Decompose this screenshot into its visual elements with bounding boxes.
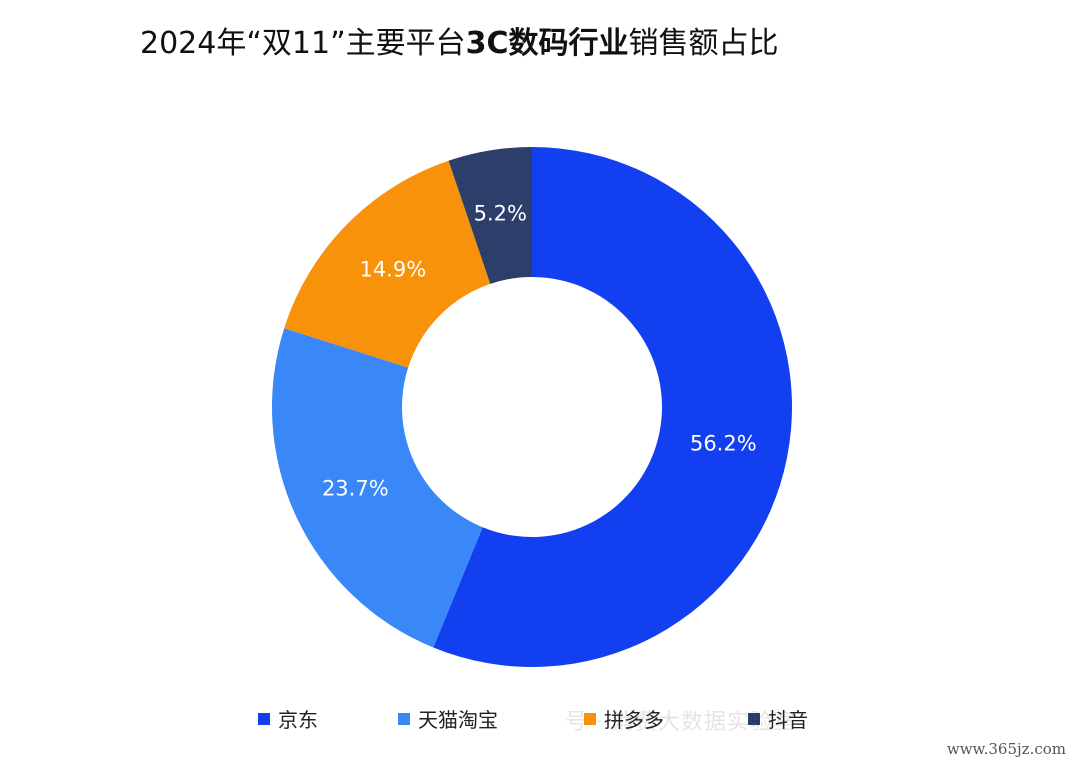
slice-douyin bbox=[448, 147, 532, 284]
legend-swatch-douyin bbox=[748, 712, 760, 725]
data-label-pdd: 14.9% bbox=[359, 257, 426, 281]
legend-label-douyin: 抖音 bbox=[768, 708, 808, 732]
legend-item-pdd: 拼多多 bbox=[584, 704, 664, 733]
slice-pdd bbox=[284, 160, 491, 368]
legend-label-pdd: 拼多多 bbox=[604, 708, 664, 732]
legend-label-jd: 京东 bbox=[278, 708, 318, 732]
legend: 京东 天猫淘宝 拼多多 抖音 bbox=[0, 704, 1080, 734]
chart-title: 2024年“双11”主要平台3C数码行业销售额占比 bbox=[140, 18, 779, 62]
data-label-tmall: 23.7% bbox=[322, 476, 389, 500]
legend-item-jd: 京东 bbox=[258, 704, 318, 733]
source-url: www.365jz.com bbox=[946, 740, 1066, 758]
legend-label-tmall: 天猫淘宝 bbox=[418, 708, 498, 732]
title-part1: 2024年“双11”主要平台 bbox=[140, 26, 466, 61]
data-label-jd: 56.2% bbox=[690, 432, 757, 456]
legend-item-douyin: 抖音 bbox=[748, 704, 808, 733]
legend-swatch-jd bbox=[258, 712, 270, 725]
data-label-douyin: 5.2% bbox=[474, 202, 527, 226]
legend-swatch-tmall bbox=[398, 712, 410, 725]
legend-item-tmall: 天猫淘宝 bbox=[398, 704, 498, 733]
title-bold: 3C数码行业 bbox=[465, 26, 629, 61]
legend-swatch-pdd bbox=[584, 712, 596, 725]
slice-tmall bbox=[272, 328, 483, 648]
title-part2: 销售额占比 bbox=[628, 26, 779, 61]
watermark: 号 · 消费大数据实验室 bbox=[565, 710, 796, 735]
slice-jd bbox=[433, 147, 793, 667]
